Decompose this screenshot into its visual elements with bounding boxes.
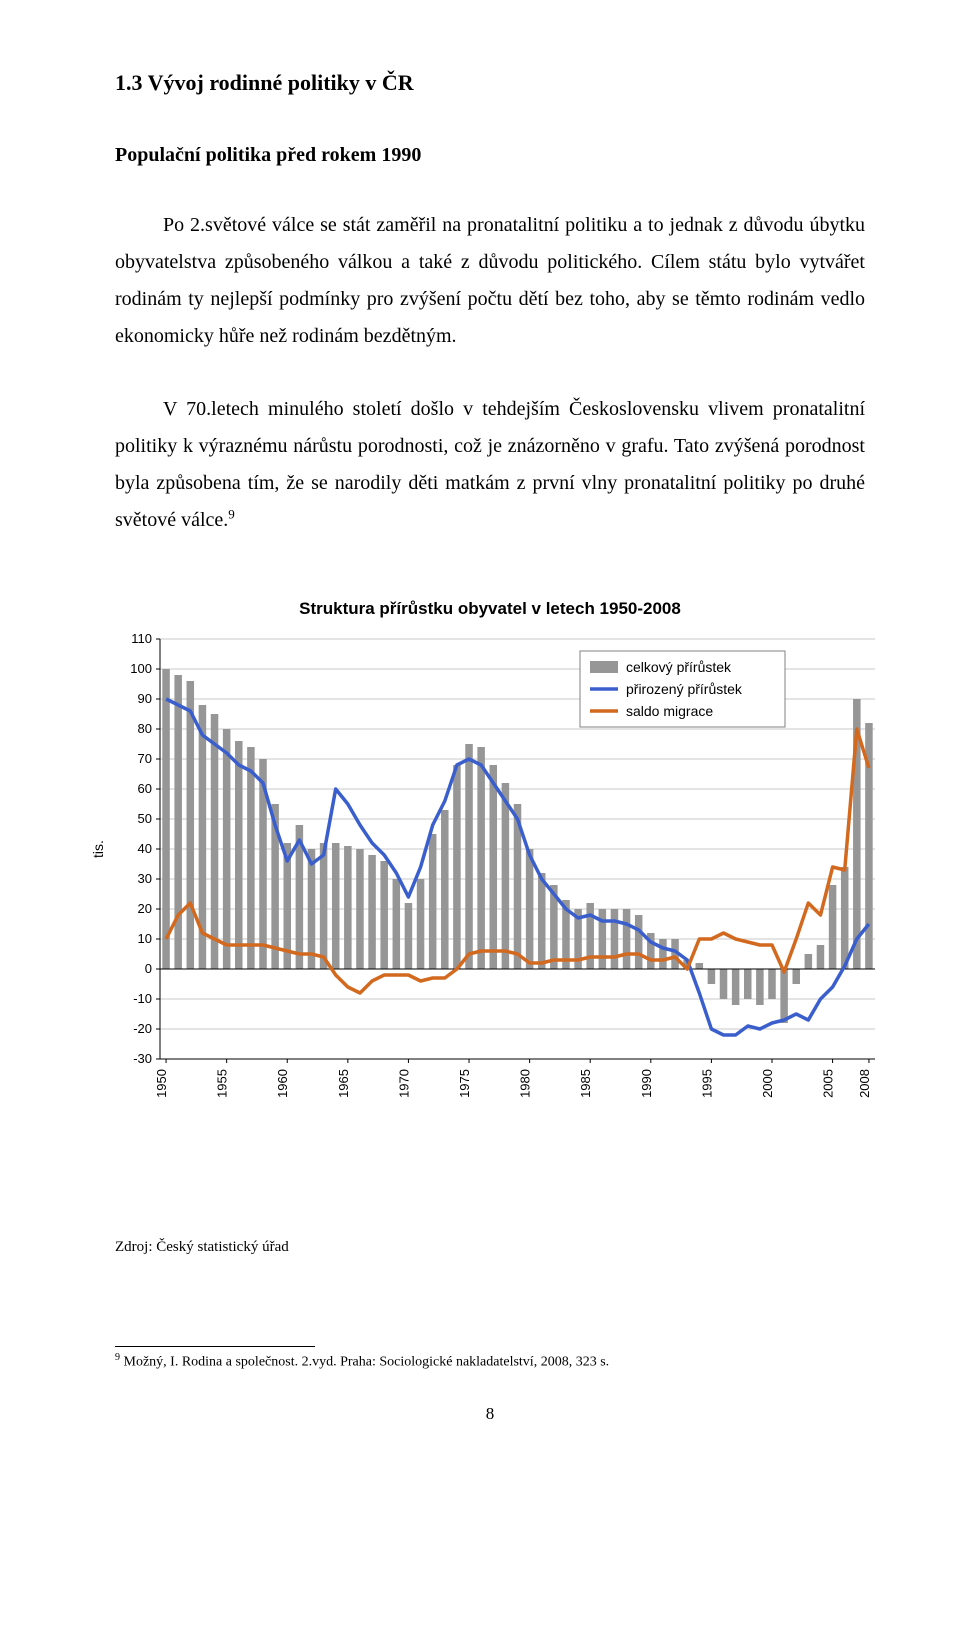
svg-text:1960: 1960	[275, 1069, 290, 1098]
footnote-text: Možný, I. Rodina a společnost. 2.vyd. Pr…	[120, 1355, 609, 1370]
svg-text:1950: 1950	[154, 1069, 169, 1098]
footnote-separator	[115, 1346, 315, 1347]
svg-text:110: 110	[131, 631, 152, 646]
svg-text:90: 90	[138, 691, 152, 706]
svg-text:1995: 1995	[699, 1069, 714, 1098]
chart-title: Struktura přírůstku obyvatel v letech 19…	[115, 599, 865, 619]
svg-text:50: 50	[138, 811, 152, 826]
svg-text:0: 0	[145, 961, 152, 976]
paragraph-2: V 70.letech minulého století došlo v teh…	[115, 391, 865, 539]
svg-text:70: 70	[138, 751, 152, 766]
page-number: 8	[115, 1404, 865, 1424]
chart-source: Zdroj: Český statistický úřad	[115, 1239, 865, 1256]
svg-text:celkový přírůstek: celkový přírůstek	[626, 659, 732, 675]
svg-text:2000: 2000	[760, 1069, 775, 1098]
svg-text:20: 20	[138, 901, 152, 916]
subheading: Populační politika před rokem 1990	[115, 144, 865, 167]
paragraph-1: Po 2.světové válce se stát zaměřil na pr…	[115, 207, 865, 355]
svg-text:1985: 1985	[578, 1069, 593, 1098]
svg-text:40: 40	[138, 841, 152, 856]
svg-text:80: 80	[138, 721, 152, 736]
svg-text:-30: -30	[133, 1051, 152, 1066]
chart-container: Struktura přírůstku obyvatel v letech 19…	[75, 599, 865, 1129]
svg-text:60: 60	[138, 781, 152, 796]
svg-text:1955: 1955	[215, 1069, 230, 1098]
svg-text:100: 100	[130, 661, 152, 676]
svg-text:-10: -10	[133, 991, 152, 1006]
svg-text:saldo migrace: saldo migrace	[626, 703, 713, 719]
svg-text:2008: 2008	[857, 1069, 872, 1098]
section-heading: 1.3 Vývoj rodinné politiky v ČR	[115, 70, 865, 96]
svg-text:2005: 2005	[821, 1069, 836, 1098]
svg-text:přirozený přírůstek: přirozený přírůstek	[626, 681, 743, 697]
svg-text:1990: 1990	[639, 1069, 654, 1098]
page: 1.3 Vývoj rodinné politiky v ČR Populačn…	[0, 0, 960, 1464]
svg-text:1965: 1965	[336, 1069, 351, 1098]
svg-text:-20: -20	[133, 1021, 152, 1036]
svg-text:1980: 1980	[518, 1069, 533, 1098]
svg-text:1975: 1975	[457, 1069, 472, 1098]
svg-text:tis.: tis.	[90, 840, 106, 858]
population-chart: -30 -20 -10 0 10 20 30 40 50 60 70 80 90 100 110 1950 19…	[75, 629, 905, 1129]
footnote-ref-9: 9	[228, 506, 235, 521]
svg-text:30: 30	[138, 871, 152, 886]
svg-text:10: 10	[138, 931, 152, 946]
footnote-9: 9 Možný, I. Rodina a společnost. 2.vyd. …	[115, 1351, 865, 1372]
svg-text:1970: 1970	[396, 1069, 411, 1098]
